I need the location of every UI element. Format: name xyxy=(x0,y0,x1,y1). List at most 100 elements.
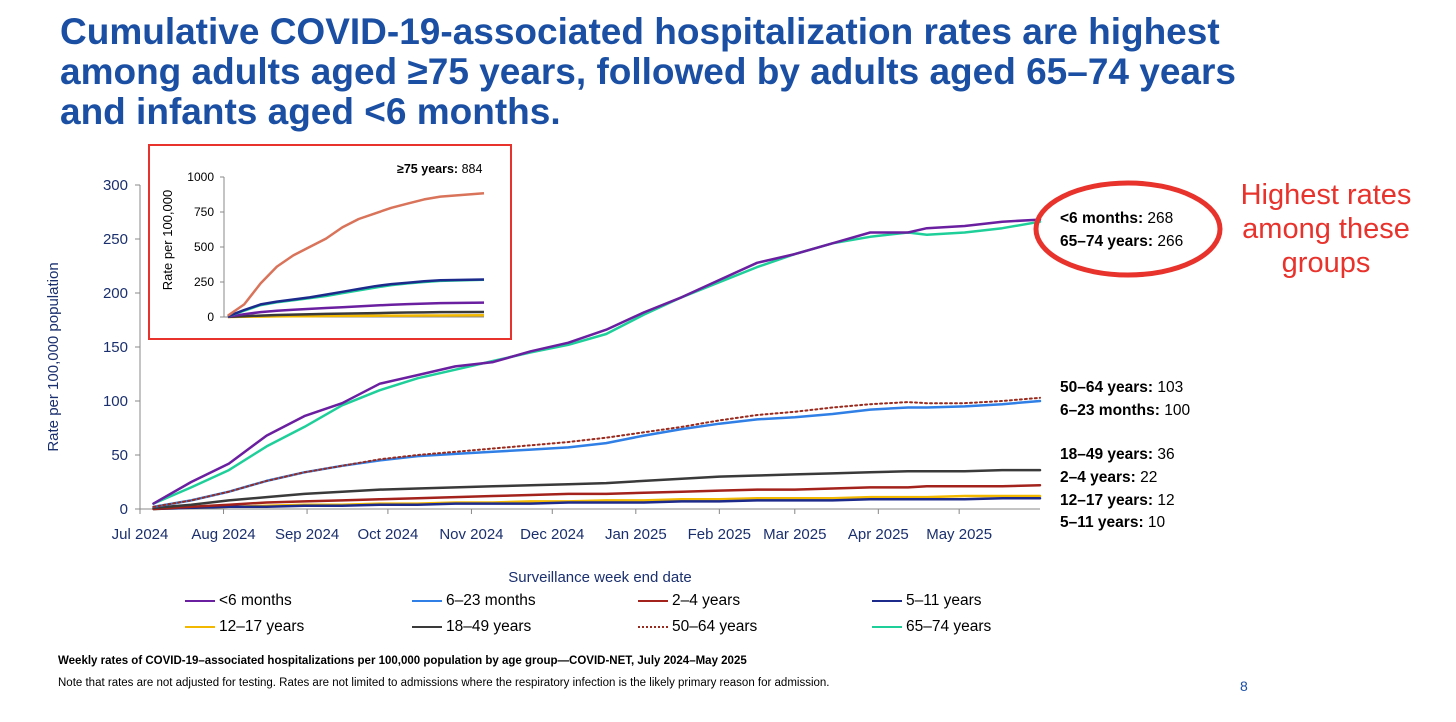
callout-line-1: Highest rates xyxy=(1240,179,1412,211)
x-tick-label: Dec 2024 xyxy=(520,526,584,543)
legend-label: <6 months xyxy=(219,592,292,609)
end-label-50-64: 50–64 years: 103 xyxy=(1060,379,1183,397)
legend-label: 50–64 years xyxy=(672,618,758,635)
x-axis-title: Surveillance week end date xyxy=(508,569,691,586)
y-tick-label: 250 xyxy=(103,231,128,248)
inset-y-tick-label: 250 xyxy=(194,275,214,289)
x-tick-label: Oct 2024 xyxy=(357,526,418,543)
inset-y-tick-label: 500 xyxy=(194,240,214,254)
inset-series-line xyxy=(227,310,485,319)
footnote-note: Note that rates are not adjusted for tes… xyxy=(58,677,830,689)
end-label-6-23m: 6–23 months: 100 xyxy=(1060,402,1190,420)
series-line-2 xyxy=(152,483,1042,511)
title-line-3: and infants aged <6 months. xyxy=(60,91,561,132)
legend-item: 12–17 years xyxy=(185,618,304,636)
end-label-name: 65–74 years: xyxy=(1060,233,1154,250)
callout-circle xyxy=(1033,180,1223,278)
legend-label: 2–4 years xyxy=(672,592,741,609)
series-line-5 xyxy=(152,468,1042,510)
x-tick-label: Aug 2024 xyxy=(191,526,255,543)
end-label-2-4: 2–4 years: 22 xyxy=(1060,469,1157,487)
end-label-name: 6–23 months: xyxy=(1060,402,1160,419)
inset-y-tick-label: 0 xyxy=(207,310,214,324)
legend-label: 5–11 years xyxy=(906,592,982,609)
end-label-name: 2–4 years: xyxy=(1060,469,1136,486)
y-tick-label: 0 xyxy=(120,501,128,518)
end-label-name: 18–49 years: xyxy=(1060,446,1154,463)
callout-line-2: among these xyxy=(1242,213,1410,245)
end-label-value: 266 xyxy=(1157,233,1184,250)
end-label-value: 103 xyxy=(1157,379,1184,396)
inset-end-label-value: 884 xyxy=(461,162,483,176)
end-label-value: 12 xyxy=(1157,492,1175,509)
inset-series-line xyxy=(227,278,485,318)
inset-y-tick-label: 750 xyxy=(194,205,214,219)
y-tick-label: 50 xyxy=(111,447,128,464)
x-tick-label: Jan 2025 xyxy=(605,526,667,543)
legend-item: 18–49 years xyxy=(412,618,531,636)
end-label-name: 5–11 years: xyxy=(1060,514,1144,531)
inset-end-label: ≥75 years: 884 xyxy=(397,162,482,176)
end-label-12-17: 12–17 years: 12 xyxy=(1060,492,1175,510)
end-label-name: <6 months: xyxy=(1060,210,1144,227)
chart-title: Cumulative COVID-19-associated hospitali… xyxy=(60,12,1310,132)
legend-label: 6–23 months xyxy=(446,592,536,609)
end-label-under6m: <6 months: 268 xyxy=(1060,210,1173,228)
legend-swatch xyxy=(638,599,668,602)
x-tick-label: May 2025 xyxy=(926,526,992,543)
legend-swatch xyxy=(872,599,902,602)
legend-item: 6–23 months xyxy=(412,592,536,610)
callout-line-3: groups xyxy=(1281,247,1371,279)
x-tick-label: Sep 2024 xyxy=(275,526,339,543)
y-tick-label: 300 xyxy=(103,177,128,194)
legend-swatch xyxy=(185,625,215,628)
legend-item: 2–4 years xyxy=(638,592,740,610)
end-label-value: 22 xyxy=(1140,469,1158,486)
end-label-5-11: 5–11 years: 10 xyxy=(1060,514,1165,532)
legend-label: 12–17 years xyxy=(219,618,305,635)
y-axis-title: Rate per 100,000 population xyxy=(45,262,62,451)
legend-item: <6 months xyxy=(185,592,292,610)
callout-annotation: Highest rates among these groups xyxy=(1226,178,1426,280)
x-tick-label: Nov 2024 xyxy=(439,526,503,543)
series-line-3 xyxy=(152,496,1042,511)
end-label-value: 100 xyxy=(1164,402,1191,419)
page-number: 8 xyxy=(1240,678,1248,694)
y-tick-label: 200 xyxy=(103,285,128,302)
inset-y-tick-label: 1000 xyxy=(187,170,214,184)
legend-item: 50–64 years xyxy=(638,618,757,636)
end-label-value: 268 xyxy=(1147,210,1174,227)
series-line-0 xyxy=(152,218,1042,505)
end-label-65-74: 65–74 years: 266 xyxy=(1060,233,1183,251)
inset-series-line xyxy=(227,301,485,318)
legend-swatch xyxy=(412,625,442,628)
footnote-caption: Weekly rates of COVID-19–associated hosp… xyxy=(58,655,747,667)
end-label-18-49: 18–49 years: 36 xyxy=(1060,446,1175,464)
legend-item: 5–11 years xyxy=(872,592,982,610)
end-label-value: 10 xyxy=(1147,514,1166,531)
inset-series-line xyxy=(227,191,485,317)
legend-label: 18–49 years xyxy=(446,618,532,635)
legend-label: 65–74 years xyxy=(906,618,992,635)
title-line-2: among adults aged ≥75 years, followed by… xyxy=(60,51,1236,92)
x-tick-label: Apr 2025 xyxy=(848,526,909,543)
series-line-6 xyxy=(152,396,1041,508)
inset-end-label-name: ≥75 years: xyxy=(397,162,459,176)
end-label-name: 12–17 years: xyxy=(1060,492,1154,509)
title-line-1: Cumulative COVID-19-associated hospitali… xyxy=(60,11,1220,52)
legend-swatch xyxy=(638,625,668,628)
series-line-1 xyxy=(152,399,1042,509)
legend-swatch xyxy=(872,625,902,628)
y-tick-label: 100 xyxy=(103,393,128,410)
end-label-value: 36 xyxy=(1157,446,1175,463)
legend-item: 65–74 years xyxy=(872,618,991,636)
inset-y-axis-title: Rate per 100,000 xyxy=(160,190,175,290)
legend-swatch xyxy=(185,599,215,602)
end-label-name: 50–64 years: xyxy=(1060,379,1154,396)
legend-swatch xyxy=(412,599,442,602)
x-tick-label: Jul 2024 xyxy=(112,526,169,543)
y-tick-label: 150 xyxy=(103,339,128,356)
x-tick-label: Feb 2025 xyxy=(688,526,751,543)
x-tick-label: Mar 2025 xyxy=(763,526,826,543)
